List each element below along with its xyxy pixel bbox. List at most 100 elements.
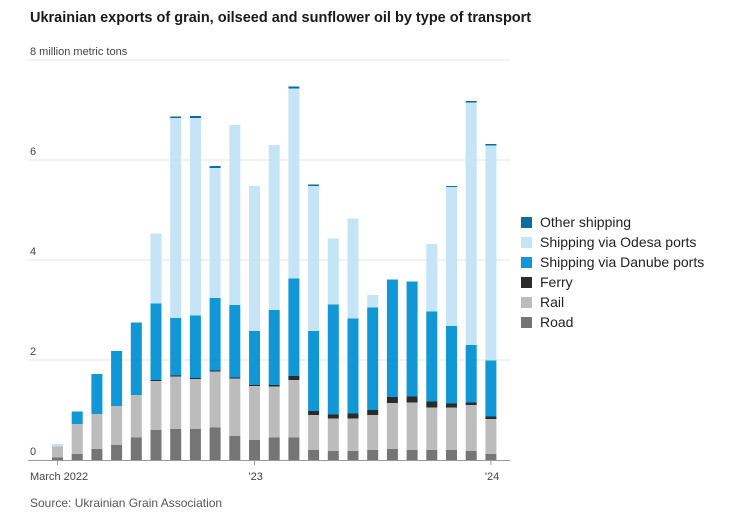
bar-segment-ferry	[209, 370, 221, 372]
x-tick-label: March 2022	[30, 471, 88, 483]
bar-segment-ferry	[150, 380, 162, 381]
bars	[52, 86, 497, 460]
bar-segment-odesa	[249, 186, 260, 331]
bar-segment-odesa	[426, 244, 438, 312]
bar-segment-ferry	[465, 402, 477, 405]
bar-segment-road	[249, 440, 260, 460]
bar-segment-danube	[249, 331, 260, 385]
bar-segment-rail	[189, 379, 201, 429]
bar-segment-odesa	[347, 218, 359, 319]
bar-segment-rail	[111, 406, 123, 445]
bar-segment-rail	[327, 418, 339, 451]
legend-label-ferry: Ferry	[540, 274, 573, 290]
bar-stack	[308, 184, 320, 460]
bar-segment-danube	[288, 278, 300, 376]
bar-segment-road	[367, 450, 379, 460]
bar-segment-ferry	[308, 411, 320, 415]
bar-stack	[386, 279, 398, 460]
legend-label-road: Road	[540, 314, 574, 330]
bar-segment-rail	[426, 407, 438, 450]
bar-segment-danube	[465, 345, 477, 403]
bar-segment-road	[91, 449, 103, 460]
bar-segment-road	[426, 450, 438, 460]
bar-segment-rail	[170, 376, 182, 429]
legend-item-ferry: Ferry	[521, 272, 704, 292]
bar-segment-other	[446, 186, 457, 187]
bar-stack	[288, 86, 300, 460]
bar-segment-road	[485, 454, 497, 460]
bar-segment-odesa	[446, 187, 457, 326]
bar-segment-odesa	[288, 88, 300, 279]
bar-segment-other	[465, 101, 477, 103]
bar-segment-road	[52, 457, 63, 460]
legend-item-odesa: Shipping via Odesa ports	[521, 232, 704, 252]
bar-segment-rail	[130, 395, 142, 438]
bar-segment-other	[209, 166, 221, 168]
bar-segment-road	[268, 437, 280, 460]
bar-segment-rail	[288, 380, 300, 438]
legend-swatch-other	[521, 216, 532, 228]
bar-segment-ferry	[406, 396, 418, 403]
legend-label-rail: Rail	[540, 294, 565, 310]
bar-segment-danube	[91, 374, 103, 414]
bar-segment-ferry	[268, 385, 280, 387]
y-axis-tick-labels: 0 2 4 6 8 million metric tons	[30, 46, 128, 458]
bar-segment-odesa	[229, 125, 241, 305]
bar-stack	[249, 186, 260, 460]
bar-segment-road	[406, 450, 418, 460]
bar-segment-danube	[485, 360, 497, 417]
bar-stack	[327, 238, 339, 460]
bar-stack	[71, 411, 83, 460]
bar-stack	[426, 244, 438, 460]
bar-segment-rail	[268, 386, 280, 438]
bar-segment-other	[485, 144, 497, 146]
bar-segment-danube	[150, 303, 162, 380]
bar-segment-road	[111, 445, 123, 460]
bar-segment-road	[288, 437, 300, 460]
legend-swatch-ferry	[521, 276, 532, 288]
bar-stack	[150, 233, 162, 460]
bar-segment-other	[170, 116, 182, 118]
bar-stack	[91, 374, 103, 460]
bar-segment-odesa	[189, 118, 201, 316]
bar-segment-rail	[308, 415, 320, 450]
legend-item-road: Road	[521, 312, 704, 332]
legend-label-other: Other shipping	[540, 214, 632, 230]
y-tick-label: 4	[30, 246, 36, 258]
bar-segment-road	[209, 427, 221, 460]
legend-swatch-rail	[521, 296, 532, 308]
bar-segment-rail	[386, 403, 398, 449]
bar-segment-odesa	[465, 102, 477, 345]
bar-segment-road	[150, 430, 162, 460]
bar-segment-danube	[308, 331, 320, 411]
bar-segment-odesa	[268, 145, 280, 310]
legend-swatch-odesa	[521, 236, 532, 248]
bar-segment-danube	[189, 315, 201, 378]
bar-segment-rail	[465, 405, 477, 451]
bar-stack	[170, 116, 182, 460]
bar-segment-road	[446, 450, 457, 460]
bar-segment-danube	[268, 310, 280, 385]
bar-segment-odesa	[52, 444, 63, 447]
bar-segment-odesa	[150, 233, 162, 304]
bar-segment-road	[308, 450, 320, 460]
bar-segment-road	[130, 437, 142, 460]
bar-segment-danube	[229, 305, 241, 378]
bar-segment-rail	[209, 371, 221, 428]
bar-segment-other	[308, 184, 320, 186]
bar-segment-danube	[406, 281, 418, 397]
bar-segment-ferry	[386, 397, 398, 403]
legend-label-odesa: Shipping via Odesa ports	[540, 234, 697, 250]
bar-segment-rail	[150, 381, 162, 430]
bar-segment-danube	[130, 322, 142, 395]
bar-stack	[209, 166, 221, 460]
bar-segment-danube	[170, 318, 182, 376]
bar-segment-ferry	[485, 416, 497, 419]
y-tick-label: 0	[30, 446, 36, 458]
y-tick-label: 6	[30, 146, 36, 158]
bar-segment-ferry	[249, 385, 260, 386]
y-tick-label: 8 million metric tons	[30, 46, 128, 58]
bar-segment-ferry	[446, 403, 457, 408]
bar-stack	[347, 218, 359, 460]
bar-segment-rail	[71, 424, 83, 454]
